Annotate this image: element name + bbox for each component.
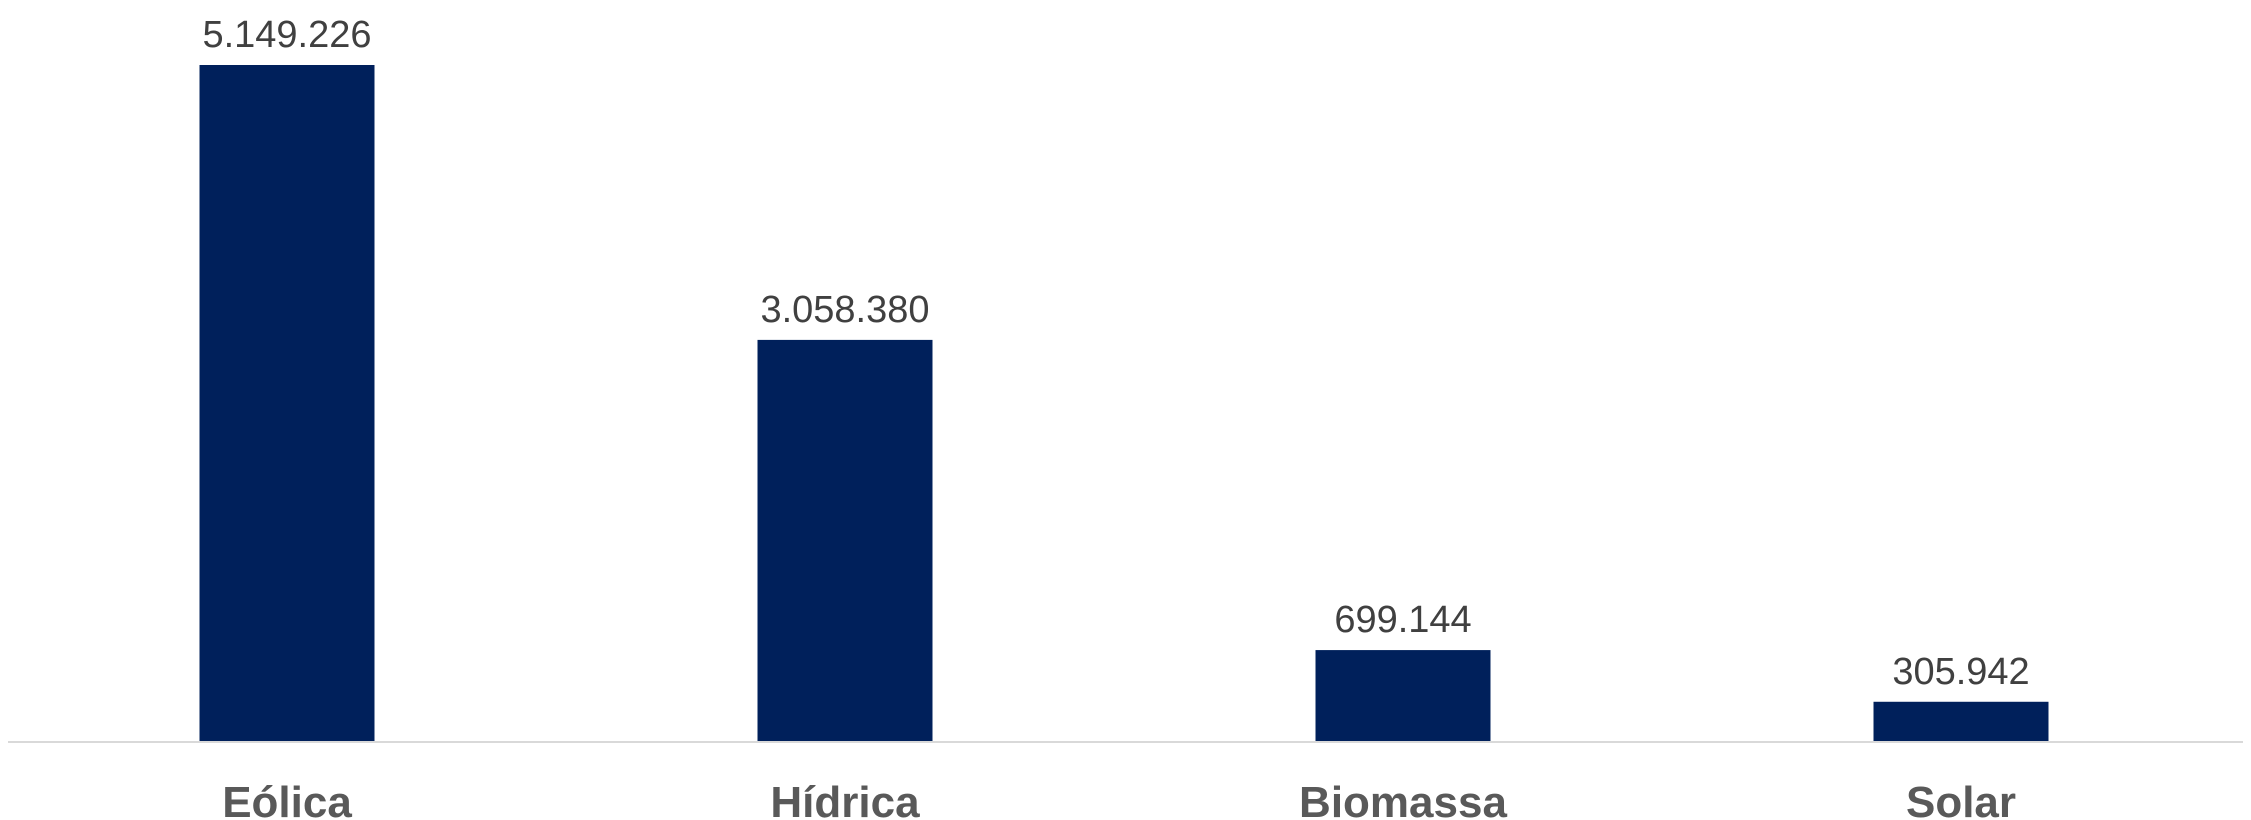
value-label-solar: 305.942 [1892,651,2029,693]
category-label-eolica: Eólica [222,778,352,820]
value-labels-layer: 5.149.226 3.058.380 699.144 305.942 [202,14,2029,693]
bar-biomassa [1315,650,1491,742]
category-labels-layer: Eólica Hídrica Biomassa Solar [222,778,2016,820]
bar-eolica [199,65,375,742]
bar-hidrica [757,339,933,742]
bar-solar [1873,701,2049,742]
category-label-solar: Solar [1906,778,2016,820]
bars-layer [199,65,2049,742]
value-label-biomassa: 699.144 [1334,599,1471,641]
category-label-hidrica: Hídrica [770,778,920,820]
category-label-biomassa: Biomassa [1299,778,1507,820]
value-label-hidrica: 3.058.380 [760,289,929,331]
value-label-eolica: 5.149.226 [202,14,371,56]
